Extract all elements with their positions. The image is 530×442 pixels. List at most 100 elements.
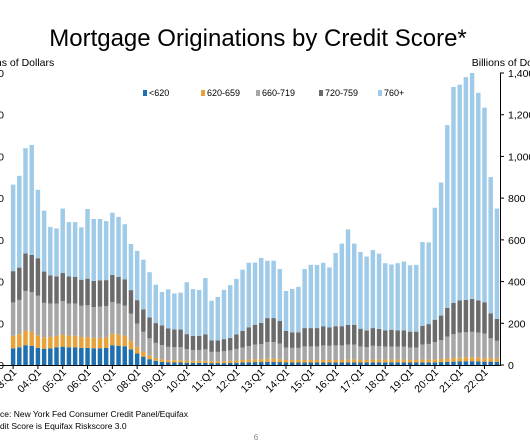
bar-segment <box>432 342 438 360</box>
legend-swatch <box>256 90 260 96</box>
page-number: 6 <box>254 433 259 442</box>
bar-segment <box>165 289 171 329</box>
bar-segment <box>122 279 127 306</box>
x-tick-label: 07:Q1 <box>90 367 119 396</box>
bar-segment <box>184 349 190 361</box>
bar-segment <box>345 324 351 345</box>
bar-segment <box>314 346 320 360</box>
bar-segment <box>283 362 289 365</box>
bar-segment <box>172 362 177 365</box>
bar-segment <box>91 307 96 338</box>
bar-segment <box>482 333 487 359</box>
bar-segment <box>91 337 96 349</box>
bar-segment <box>72 335 78 348</box>
bar-segment <box>134 353 140 365</box>
bar-segment <box>420 344 425 360</box>
bar-segment <box>48 303 53 337</box>
bar-segment <box>426 343 431 360</box>
bar-segment <box>258 359 264 363</box>
bar-segment <box>258 362 264 365</box>
bar-segment <box>128 349 134 365</box>
bar-segment <box>482 361 487 365</box>
bar-segment <box>159 345 165 360</box>
bar-segment <box>29 331 34 346</box>
bar-segment <box>327 327 332 346</box>
bar-segment <box>320 359 326 363</box>
bar-segment <box>203 278 208 335</box>
bar-segment <box>209 300 214 341</box>
bar-segment <box>147 359 152 365</box>
bar-segment <box>72 347 78 365</box>
bar-segment <box>296 347 301 360</box>
bar-segment <box>302 328 307 347</box>
bar-segment <box>234 348 239 361</box>
bar-segment <box>426 362 431 365</box>
bar-segment <box>376 346 382 360</box>
bar-segment <box>494 361 500 365</box>
bar-segment <box>234 360 239 363</box>
bar-segment <box>128 244 134 291</box>
bar-segment <box>445 307 450 337</box>
bar-segment <box>141 331 146 352</box>
bar-segment <box>438 358 444 363</box>
bar-segment <box>314 264 320 329</box>
bar-segment <box>283 330 289 348</box>
bar-segment <box>240 359 245 363</box>
bar-segment <box>128 313 134 341</box>
right-tick-label: 200 <box>508 318 526 330</box>
bar-segment <box>426 324 431 344</box>
bar-segment <box>389 359 394 363</box>
bar-segment <box>445 361 450 365</box>
bar-segment <box>203 362 208 365</box>
bar-segment <box>339 243 345 327</box>
legend-label: 760+ <box>384 88 404 98</box>
bar-segment <box>271 318 276 343</box>
bar-segment <box>97 306 103 338</box>
bar-segment <box>246 262 252 328</box>
bar-segment <box>271 260 276 319</box>
bar-segment <box>308 328 314 347</box>
legend-swatch <box>378 90 382 96</box>
bar-segment <box>17 267 22 300</box>
right-tick-label: 1,400 <box>508 68 530 80</box>
bar-segment <box>103 337 109 348</box>
bar-segment <box>407 347 413 360</box>
legend-label: <620 <box>149 88 169 98</box>
bar-segment <box>296 362 301 365</box>
bar-segment <box>476 361 481 365</box>
bar-segment <box>41 337 47 349</box>
x-tick-label: 06:Q1 <box>65 367 94 396</box>
bar-segment <box>451 358 456 362</box>
bar-segment <box>184 362 190 365</box>
bar-segment <box>308 359 314 363</box>
bar-segment <box>72 276 78 304</box>
bar-segment <box>469 361 475 365</box>
bar-segment <box>463 332 469 358</box>
bar-segment <box>184 360 190 363</box>
bar-segment <box>420 325 425 345</box>
bar-segment <box>147 317 152 339</box>
bar-segment <box>289 288 295 333</box>
x-tick-label: 14:Q1 <box>263 367 292 396</box>
bar-segment <box>469 357 475 362</box>
bar-segment <box>91 219 96 281</box>
bar-segment <box>327 359 332 363</box>
bar-segment <box>116 345 121 365</box>
bar-segment <box>265 358 270 362</box>
bar-segment <box>376 328 382 347</box>
bar-segment <box>283 359 289 363</box>
bar-segment <box>469 298 475 332</box>
x-tick-label: 21:Q1 <box>437 367 466 396</box>
bar-segment <box>103 280 109 307</box>
bar-segment <box>178 292 183 330</box>
bar-segment <box>35 258 41 296</box>
bar-segment <box>376 253 382 329</box>
x-tick-label: 04:Q1 <box>15 367 44 396</box>
x-tick-label: 10:Q1 <box>164 367 193 396</box>
bar-segment <box>72 222 78 277</box>
bar-segment <box>395 346 400 360</box>
x-tick-label: 05:Q1 <box>40 367 69 396</box>
bar-segment <box>116 334 121 346</box>
bar-segment <box>258 258 264 323</box>
bar-segment <box>41 302 47 338</box>
